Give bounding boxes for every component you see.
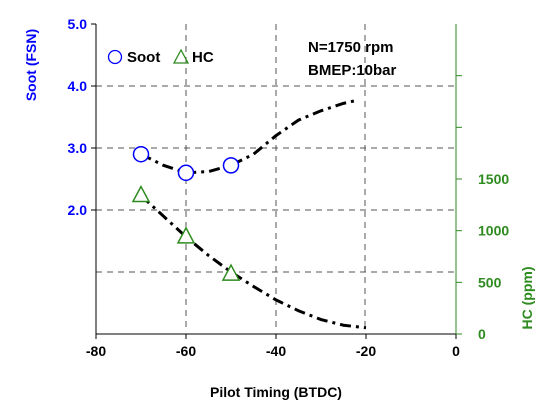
right-tick-label: 500 (478, 274, 502, 290)
markers (131, 145, 241, 281)
right-axis-label: HC (ppm) (519, 267, 535, 330)
left-tick-label: 4.0 (68, 78, 88, 94)
annotation-speed: N=1750 rpm (308, 39, 393, 56)
x-tick-label: -40 (266, 343, 286, 359)
left-tick-label: 5.0 (68, 16, 88, 32)
point-hc (131, 184, 151, 203)
point-soot (132, 145, 150, 163)
fit-curve-hc (139, 194, 367, 330)
legend: Soot HC (107, 48, 214, 66)
legend-soot-marker (107, 49, 123, 65)
x-tick-label: 0 (452, 343, 460, 359)
x-tick-label: -20 (356, 343, 376, 359)
grid (96, 24, 454, 332)
right-tick-label: 0 (478, 326, 486, 342)
annotation-bmep: BMEP:10bar (308, 62, 397, 79)
x-axis-label: Pilot Timing (BTDC) (210, 384, 342, 400)
left-tick-label: 3.0 (68, 140, 88, 156)
point-soot (177, 164, 195, 182)
legend-hc-label: HC (192, 49, 214, 66)
legend-soot-label: Soot (127, 49, 160, 66)
point-soot (222, 157, 240, 174)
legend-hc-marker (172, 48, 190, 64)
left-ticks: 2.0 3.0 4.0 5.0 (68, 16, 96, 218)
right-ticks: 0 500 1000 1500 (456, 75, 509, 342)
fit-curve-soot (140, 98, 358, 175)
point-hc (176, 226, 196, 244)
left-axis-label: Soot (FSN) (23, 29, 39, 101)
fit-curves (139, 98, 367, 330)
left-tick-label: 2.0 (68, 202, 88, 218)
x-tick-label: -80 (86, 343, 106, 359)
right-tick-label: 1000 (478, 223, 509, 239)
right-tick-label: 1500 (478, 171, 509, 187)
x-tick-label: -60 (176, 343, 196, 359)
x-ticks: -80 -60 -40 -20 0 (86, 334, 460, 359)
point-hc (221, 263, 241, 281)
